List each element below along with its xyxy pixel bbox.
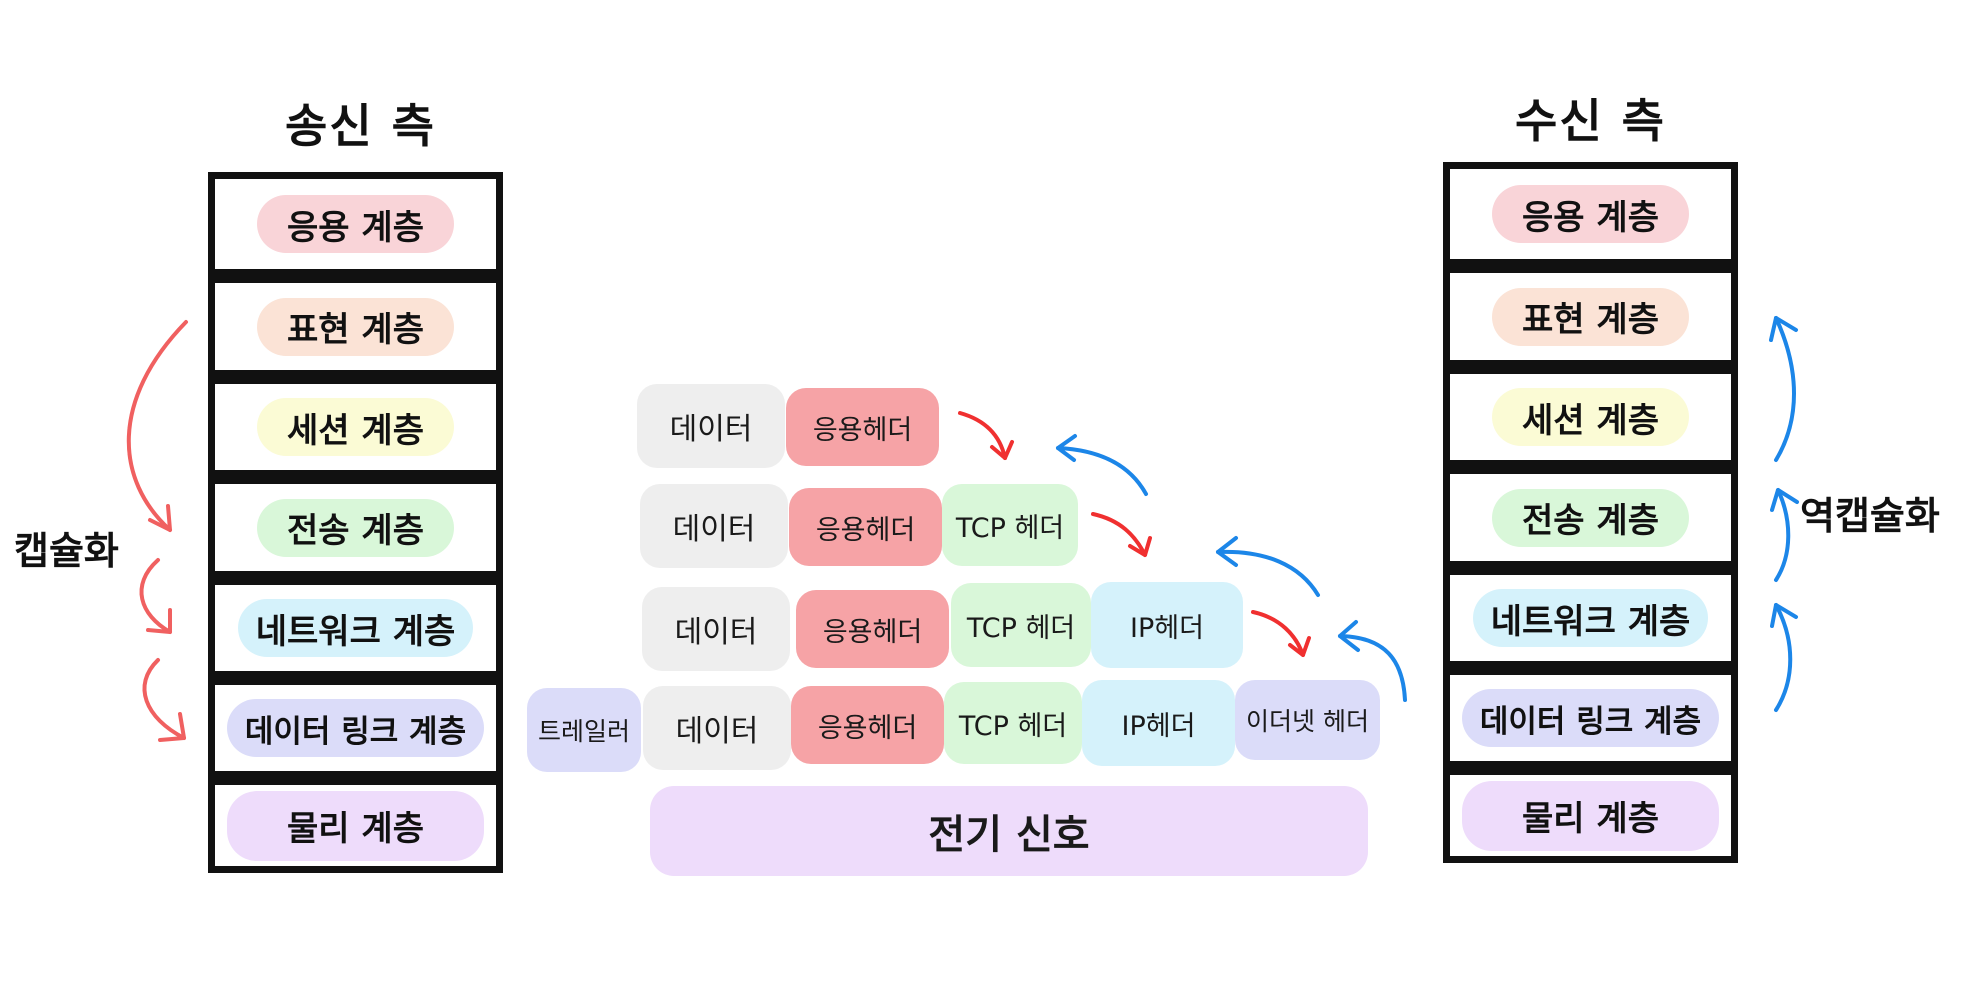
encap-step-arrow-head-icon	[1288, 636, 1311, 657]
encap-arrow-icon	[126, 320, 188, 532]
app-header-block: 응용헤더	[786, 388, 939, 466]
receiver-network-layer: 네트워크 계층	[1443, 568, 1738, 668]
sender-network-layer: 네트워크 계층	[208, 578, 503, 678]
encap-arrow-head-icon	[148, 504, 172, 532]
data-block: 데이터	[643, 686, 791, 770]
encap-arrow-icon	[139, 558, 172, 634]
decap-step-arrow-head-icon	[1216, 536, 1238, 567]
layer-label: 전송 계층	[257, 498, 454, 557]
data-block: 데이터	[637, 384, 785, 468]
encap-step-arrow-icon	[1091, 512, 1147, 557]
encap-arrow-head-icon	[158, 712, 186, 742]
decap-arrow-head-icon	[1770, 488, 1799, 512]
ip-header-block: IP헤더	[1091, 582, 1243, 668]
layer-label: 표현 계층	[257, 297, 454, 356]
encap-arrow-icon	[142, 658, 186, 740]
layer-label: 네트워크 계층	[237, 599, 474, 657]
decapsulation-label: 역캡슐화	[1800, 494, 1940, 538]
receiver-presentation-layer: 표현 계층	[1443, 266, 1738, 367]
encapsulation-label: 캡슐화	[14, 529, 119, 573]
sender-title: 송신 측	[285, 99, 436, 153]
sender-session-layer: 세션 계층	[208, 377, 503, 477]
electrical-signal-block: 전기 신호	[650, 786, 1368, 876]
receiver-title: 수신 측	[1515, 94, 1666, 148]
sender-datalink-layer: 데이터 링크 계층	[208, 678, 503, 778]
decap-arrow-icon	[1774, 316, 1796, 462]
decap-step-arrow-icon	[1056, 446, 1148, 496]
tcp-header-block: TCP 헤더	[944, 682, 1082, 764]
decap-step-arrow-head-icon	[1056, 434, 1077, 462]
layer-label: 표현 계층	[1492, 287, 1689, 346]
receiver-transport-layer: 전송 계층	[1443, 467, 1738, 568]
app-header-block: 응용헤더	[796, 590, 949, 668]
layer-label: 세션 계층	[257, 398, 454, 456]
decap-step-arrow-head-icon	[1338, 620, 1360, 652]
sender-physical-layer: 물리 계층	[208, 778, 503, 873]
encap-step-arrow-head-icon	[1128, 536, 1152, 557]
layer-label: 네트워크 계층	[1472, 589, 1709, 647]
receiver-datalink-layer: 데이터 링크 계층	[1443, 668, 1738, 768]
data-block: 데이터	[642, 587, 790, 671]
layer-label: 응용 계층	[257, 195, 454, 253]
ip-header-block: IP헤더	[1082, 680, 1235, 766]
layer-label: 물리 계층	[227, 790, 484, 861]
app-header-block: 응용헤더	[791, 686, 944, 764]
receiver-application-layer: 응용 계층	[1443, 162, 1738, 266]
layer-label: 데이터 링크 계층	[226, 699, 485, 757]
receiver-session-layer: 세션 계층	[1443, 367, 1738, 467]
data-block: 데이터	[640, 484, 788, 568]
tcp-header-block: TCP 헤더	[951, 583, 1091, 667]
layer-label: 응용 계층	[1492, 185, 1689, 243]
decap-arrow-head-icon	[1770, 603, 1798, 628]
receiver-physical-layer: 물리 계층	[1443, 768, 1738, 863]
layer-label: 물리 계층	[1462, 780, 1719, 851]
app-header-block: 응용헤더	[789, 488, 942, 566]
layer-label: 데이터 링크 계층	[1461, 689, 1720, 747]
sender-presentation-layer: 표현 계층	[208, 276, 503, 377]
encap-arrow-head-icon	[146, 608, 172, 634]
trailer-block: 트레일러	[527, 688, 641, 772]
encap-step-arrow-icon	[1251, 610, 1305, 657]
encap-step-arrow-head-icon	[990, 440, 1014, 460]
sender-transport-layer: 전송 계층	[208, 477, 503, 578]
encap-step-arrow-icon	[958, 411, 1007, 460]
tcp-header-block: TCP 헤더	[942, 484, 1078, 566]
decap-arrow-icon	[1774, 488, 1791, 582]
sender-application-layer: 응용 계층	[208, 172, 503, 276]
decap-arrow-head-icon	[1769, 316, 1798, 342]
decap-arrow-icon	[1774, 603, 1793, 712]
ethernet-header-block: 이더넷 헤더	[1235, 680, 1380, 760]
layer-label: 세션 계층	[1492, 388, 1689, 446]
layer-label: 전송 계층	[1492, 488, 1689, 547]
